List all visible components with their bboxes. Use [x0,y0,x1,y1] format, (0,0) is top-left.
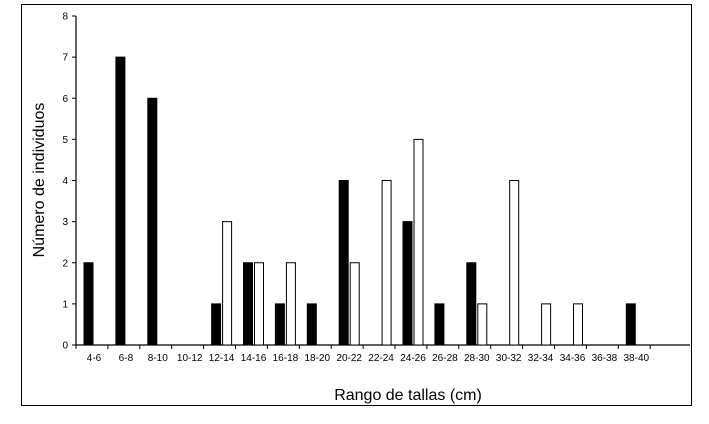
chart-frame [21,4,692,406]
bar-series-2-22-24 [381,180,392,346]
x-tick-label: 4-6 [87,353,102,364]
x-tick-label: 32-34 [528,353,554,364]
bar-series-1-38-40 [625,303,636,346]
bar-series-2-16-18 [285,262,296,346]
y-tick-label: 7 [62,53,68,64]
x-tick-label: 12-14 [209,353,235,364]
x-tick-label: 30-32 [496,353,522,364]
x-tick-label: 10-12 [177,353,203,364]
y-tick-label: 4 [62,176,68,187]
y-tick-label: 5 [62,135,68,146]
x-axis: 4-6 6-8 8-10 10-12 12-14 14-16 16-18 18-20 20-22… [75,344,690,364]
bar-series-1-26-28 [434,303,445,346]
bar-series-2-32-34 [541,303,552,346]
y-tick-label: 2 [62,258,68,269]
x-tick-label: 8-10 [148,353,168,364]
y-tick-label: 0 [62,341,68,352]
bar-series-1-4-6 [83,262,94,346]
bar-series-1-20-22 [338,180,349,346]
x-tick-label: 22-24 [368,353,394,364]
bar-series-1-14-16 [243,262,253,346]
x-tick-label: 6-8 [119,353,134,364]
x-tick-label: 18-20 [305,353,331,364]
x-tick-label: 24-26 [400,353,426,364]
x-tick-label: 28-30 [464,353,490,364]
bar-series-1-6-8 [115,56,126,346]
bar-series-2-14-16 [254,262,264,346]
y-tick-label: 1 [62,299,68,310]
bar-series-2-12-14 [222,221,233,346]
bar-series-1-16-18 [274,303,285,346]
x-tick-label: 20-22 [336,353,362,364]
y-tick-label: 3 [62,217,68,228]
x-tick-label: 16-18 [273,353,299,364]
y-axis: 0 1 2 3 4 5 6 7 8 [62,12,77,352]
bars [83,56,636,346]
y-axis-title: Número de individuos [31,103,48,258]
x-tick-label: 14-16 [241,353,267,364]
bar-series-2-28-30 [477,303,488,346]
x-tick-label: 34-36 [560,353,586,364]
bar-series-2-34-36 [573,303,583,346]
y-tick-label: 6 [62,94,68,105]
x-tick-label: 26-28 [432,353,458,364]
x-axis-title: Rango de tallas (cm) [334,387,482,404]
bar-series-2-20-22 [349,262,360,346]
bar-series-1-8-10 [147,97,158,346]
x-tick-label: 36-38 [592,353,618,364]
bar-series-1-12-14 [211,303,222,346]
bar-series-1-18-20 [306,303,317,346]
y-tick-label: 8 [62,12,68,23]
bar-series-1-24-26 [402,221,413,346]
x-tick-label: 38-40 [624,353,650,364]
bar-series-2-24-26 [413,138,424,346]
bar-series-1-28-30 [466,262,477,346]
bar-series-2-30-32 [509,180,520,346]
